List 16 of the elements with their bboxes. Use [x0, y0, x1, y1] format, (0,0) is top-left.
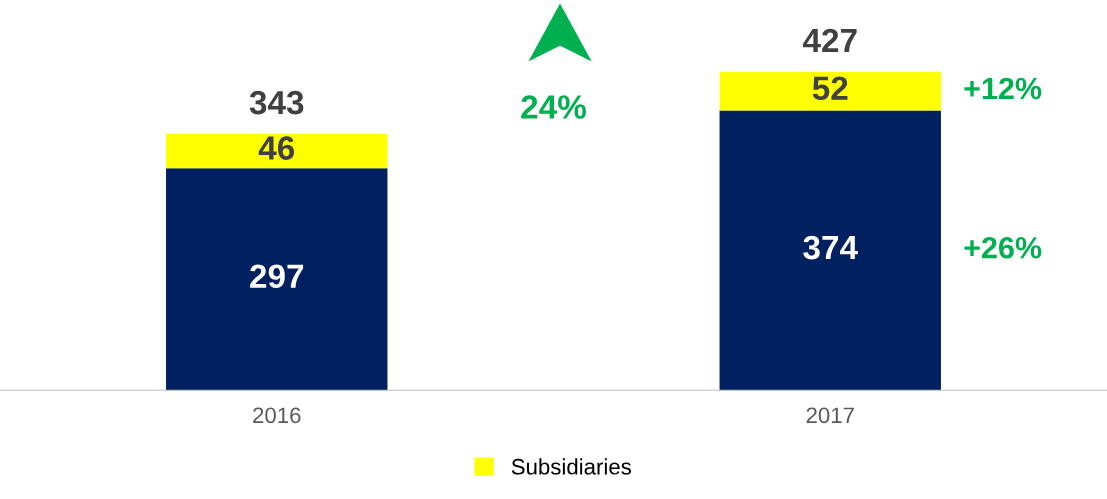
- legend-label: Subsidiaries: [511, 458, 631, 475]
- bar: [166, 133, 388, 169]
- total-label: 427: [802, 28, 857, 53]
- annotation: +12%: [964, 77, 1042, 100]
- annotation: +26%: [964, 236, 1042, 259]
- data-label: 297: [250, 264, 304, 289]
- bar: [719, 110, 941, 391]
- total-label: 343: [249, 90, 304, 115]
- x-tick-label: 2016: [253, 407, 301, 424]
- bar: [719, 71, 941, 111]
- data-label: 52: [812, 76, 848, 101]
- data-label: 374: [803, 235, 858, 260]
- data-label: 46: [258, 136, 295, 160]
- bar: [166, 168, 388, 391]
- annotation: 24%: [521, 95, 586, 119]
- x-tick-label: 2017: [806, 407, 854, 424]
